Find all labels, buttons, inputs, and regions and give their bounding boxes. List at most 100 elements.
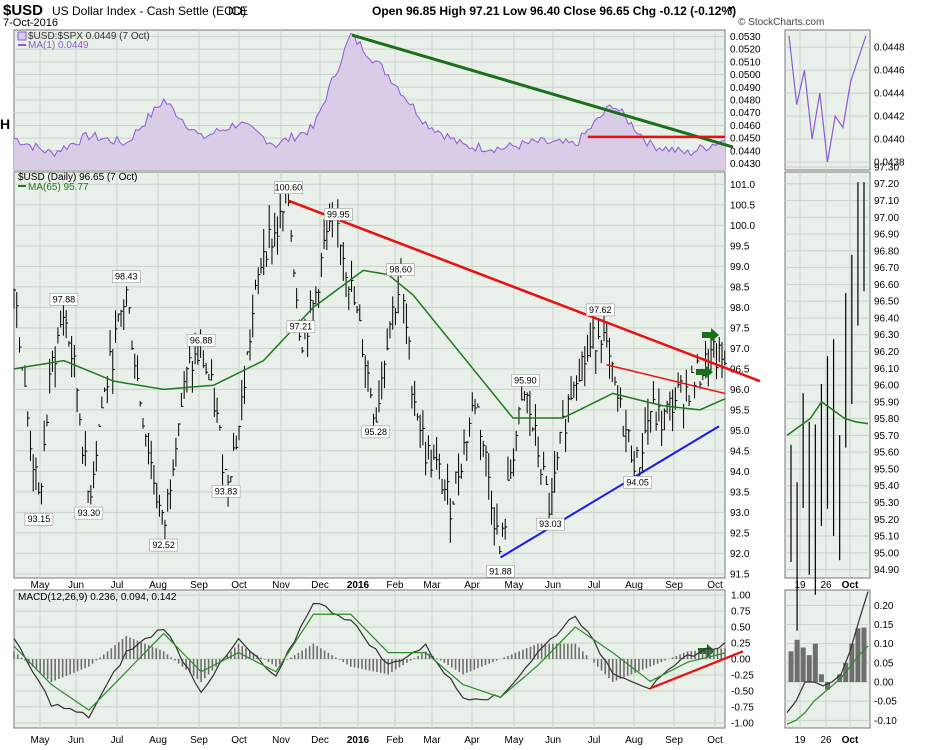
x-tick-label: Sep	[190, 735, 208, 746]
zoom-y-tick-label: 95.50	[874, 464, 899, 475]
price-annotation: 93.30	[78, 508, 101, 518]
chart-description: US Dollar Index - Cash Settle (EOD)	[52, 4, 247, 18]
zoom-y-tick-label: 96.80	[874, 246, 899, 257]
y-tick-label: 97.5	[730, 323, 750, 334]
y-tick-label: 92.0	[730, 549, 750, 560]
y-tick-label: 0.0520	[730, 45, 761, 56]
price-trendline-blue	[499, 425, 720, 559]
zoom-y-tick-label: 96.40	[874, 313, 899, 324]
x-tick-label: Aug	[149, 735, 167, 746]
y-tick-label: 1.00	[731, 591, 751, 602]
price-annotation-box	[324, 208, 353, 221]
zoom-y-tick-label: 95.90	[874, 397, 899, 408]
price-annotation: 100.60	[275, 183, 303, 193]
price-annotation: 93.15	[28, 514, 51, 524]
price-annotation-box	[49, 293, 79, 306]
price-annotation: 97.62	[589, 305, 612, 315]
zoom-y-tick-label: 97.00	[874, 213, 899, 224]
y-tick-label: -0.50	[731, 686, 754, 697]
x-tick-label: Apr	[464, 580, 480, 591]
ratio-trendline-green	[351, 33, 734, 149]
zoom-y-tick-label: 0.05	[874, 658, 894, 669]
price-annotation-box	[623, 476, 652, 489]
y-tick-label: -1.00	[731, 718, 754, 729]
zoom-macd-histogram-bar	[849, 643, 855, 682]
price-annotation-box	[386, 263, 415, 276]
y-tick-label: 0.50	[731, 623, 751, 634]
ratio-legend: $USD:$SPX 0.0449 (7 Oct)	[28, 31, 150, 42]
zoom-macd-histogram-bar	[861, 627, 867, 682]
zoom-panel-ratio	[784, 29, 871, 171]
y-tick-label: 91.5	[730, 569, 750, 580]
price-annotation: 98.60	[389, 265, 412, 275]
y-tick-label: 0.75	[731, 607, 751, 618]
x-tick-label: May	[31, 580, 50, 591]
zoom-x-tick-label: 19	[794, 580, 806, 591]
y-tick-label: 0.0450	[730, 134, 761, 145]
ohlc-dropdown-icon[interactable]: ▾	[728, 4, 734, 15]
chart-symbol: $USD	[3, 2, 44, 19]
y-tick-label: -0.75	[731, 702, 754, 713]
x-tick-label: Dec	[311, 735, 329, 746]
y-tick-label: 100.0	[730, 221, 755, 232]
x-tick-label: Feb	[386, 580, 404, 591]
y-tick-label: 0.0470	[730, 108, 761, 119]
zoom-y-tick-label: 0.0442	[874, 112, 905, 123]
price-annotation-box	[112, 270, 141, 283]
y-tick-label: 96.5	[730, 364, 750, 375]
macd-legend: MACD(12,26,9) 0.236, 0.094, 0.142	[18, 592, 177, 603]
price-annotation-box	[74, 506, 104, 520]
zoom-y-tick-label: 97.10	[874, 196, 899, 207]
y-tick-label: 0.0490	[730, 83, 761, 94]
x-tick-label: Aug	[149, 580, 167, 591]
zoom-macd-histogram-bar	[825, 682, 830, 690]
zoom-x-tick-label: Oct	[842, 735, 859, 746]
y-tick-label: 93.5	[730, 487, 750, 498]
y-tick-label: 98.0	[730, 303, 750, 314]
zoom-x-tick-label: 26	[820, 735, 832, 746]
price-annotation: 95.90	[514, 375, 537, 385]
price-annotation-box	[286, 320, 316, 333]
x-tick-label: Jul	[111, 580, 124, 591]
price-annotation: 95.28	[364, 427, 387, 437]
x-tick-label: Nov	[272, 735, 290, 746]
zoom-y-tick-label: 95.60	[874, 448, 899, 459]
price-annotation: 97.88	[53, 294, 76, 304]
ohlc-readout: Open 96.85 High 97.21 Low 96.40 Close 96…	[372, 4, 737, 18]
x-tick-label: Jun	[68, 580, 84, 591]
x-tick-label: Mar	[423, 580, 441, 591]
x-tick-label: Aug	[625, 580, 643, 591]
zoom-macd-histogram-bar	[788, 651, 794, 682]
price-annotation: 93.83	[215, 486, 238, 496]
price-annotation-box	[361, 425, 390, 439]
zoom-y-tick-label: 96.30	[874, 330, 899, 341]
zoom-macd-line	[786, 591, 869, 714]
zoom-y-tick-label: 0.10	[874, 639, 894, 650]
price-annotation: 92.52	[152, 540, 175, 550]
zoom-x-tick-label: 26	[820, 580, 832, 591]
y-tick-label: 94.0	[730, 467, 750, 478]
x-tick-label: Jun	[545, 580, 561, 591]
y-tick-label: 97.0	[730, 344, 750, 355]
x-tick-label: 2016	[347, 580, 370, 591]
zoom-y-tick-label: 0.15	[874, 620, 894, 631]
price-annotation: 93.03	[539, 519, 562, 529]
zoom-y-tick-label: 94.90	[874, 565, 899, 576]
zoom-ratio-line	[788, 35, 867, 163]
y-tick-label: 0.25	[731, 639, 751, 650]
zoom-y-tick-label: 95.00	[874, 548, 899, 559]
x-tick-label: Nov	[272, 580, 290, 591]
zoom-y-tick-label: -0.10	[874, 716, 897, 727]
edge-letter: H	[0, 116, 11, 132]
chart-date: 7-Oct-2016	[3, 17, 59, 29]
zoom-x-tick-label: Oct	[842, 580, 859, 591]
zoom-y-tick-label: 0.0444	[874, 89, 905, 100]
zoom-macd-histogram-bar	[855, 628, 861, 682]
zoom-macd-signal-line	[786, 645, 869, 725]
ma65-legend: MA(65) 95.77	[28, 182, 89, 193]
zoom-y-tick-label: -0.05	[874, 697, 897, 708]
x-tick-label: Oct	[231, 580, 247, 591]
y-tick-label: 0.0460	[730, 121, 761, 132]
zoom-x-tick-label: 19	[794, 735, 806, 746]
